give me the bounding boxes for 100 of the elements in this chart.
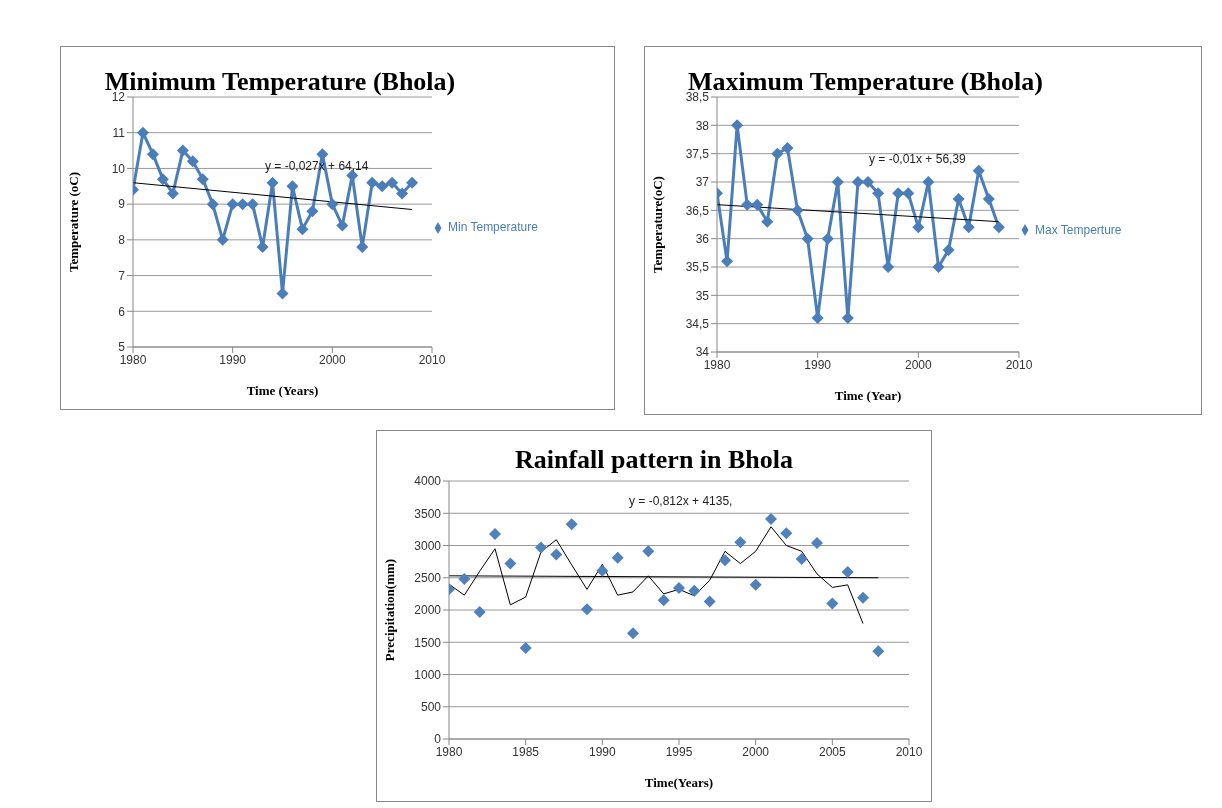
- y-tick-label: 7: [118, 268, 126, 283]
- point: [611, 551, 624, 564]
- point: [627, 627, 639, 640]
- point: [749, 578, 762, 591]
- x-tick-label: 2005: [818, 744, 846, 759]
- y-tick-label: 500: [420, 700, 442, 715]
- x-tick-label: 2000: [904, 357, 932, 372]
- point: [196, 173, 209, 186]
- y-tick-label: 0: [434, 732, 442, 747]
- point: [791, 204, 804, 217]
- x-tick-label: 1990: [804, 357, 832, 372]
- y-tick-label: 34,5: [685, 316, 710, 331]
- y-tick-label: 1500: [414, 635, 442, 650]
- x-tick-label: 2000: [318, 352, 346, 367]
- point: [857, 591, 869, 604]
- point: [703, 595, 716, 608]
- point: [902, 187, 915, 200]
- x-tick-label: 1995: [665, 744, 693, 759]
- point: [642, 545, 655, 558]
- point: [396, 187, 409, 200]
- y-tick-label: 2500: [414, 571, 442, 586]
- x-axis-title: Time (Year): [834, 388, 902, 403]
- point: [473, 605, 486, 618]
- point: [734, 536, 747, 549]
- y-tick-label: 36,5: [685, 203, 710, 218]
- point: [942, 244, 955, 256]
- point: [146, 148, 159, 161]
- point: [458, 573, 471, 586]
- y-tick-label: 10: [111, 161, 126, 176]
- point: [821, 232, 834, 245]
- point: [872, 187, 885, 200]
- point: [504, 557, 517, 570]
- point: [811, 536, 823, 549]
- point: [657, 594, 670, 607]
- point: [156, 173, 169, 186]
- point: [992, 221, 1005, 234]
- x-tick-label: 1990: [219, 352, 247, 367]
- point: [771, 147, 784, 160]
- y-tick-label: 3000: [414, 538, 442, 553]
- point: [406, 176, 419, 189]
- point: [216, 233, 229, 246]
- y-axis-title: Precipitation(mm): [381, 558, 397, 662]
- y-tick-label: 5: [118, 340, 126, 355]
- legend-label: Min Temperature: [448, 220, 538, 234]
- y-axis-title: Temperature (oC): [65, 171, 81, 273]
- point: [366, 176, 379, 189]
- y-tick-label: 2000: [414, 603, 442, 618]
- point: [256, 241, 269, 253]
- point: [136, 126, 149, 139]
- point: [765, 513, 777, 526]
- point: [831, 176, 844, 188]
- point: [166, 187, 179, 200]
- point: [336, 219, 349, 232]
- point: [795, 553, 808, 566]
- y-tick-label: 4000: [414, 474, 442, 489]
- point: [386, 176, 399, 189]
- y-tick-label: 38: [695, 118, 710, 133]
- y-tick-label: 9: [118, 197, 126, 212]
- y-tick-label: 35,5: [685, 260, 710, 275]
- y-tick-label: 34: [695, 345, 710, 360]
- y-tick-label: 1000: [414, 667, 442, 682]
- point: [206, 198, 219, 211]
- point: [226, 198, 239, 211]
- annotation: y = -0,01x + 56,39: [869, 152, 966, 166]
- point: [811, 312, 824, 324]
- point: [922, 176, 935, 188]
- x-tick-label: 2010: [418, 352, 446, 367]
- point: [781, 142, 794, 154]
- point: [780, 527, 793, 540]
- x-tick-label: 2010: [1005, 357, 1033, 372]
- y-tick-label: 36: [695, 231, 710, 246]
- legend-label: Max Temperture: [1035, 222, 1122, 237]
- x-tick-label: 1985: [512, 744, 540, 759]
- point: [841, 312, 854, 324]
- point: [932, 261, 945, 273]
- point: [376, 180, 389, 193]
- y-tick-label: 6: [118, 304, 126, 319]
- chart-title: Rainfall pattern in Bhola: [513, 445, 795, 475]
- y-tick-label: 37,5: [685, 146, 710, 161]
- x-axis-title: Time(Years): [644, 775, 714, 790]
- point: [596, 564, 609, 577]
- y-tick-label: 11: [112, 125, 126, 140]
- point: [519, 642, 532, 655]
- y-tick-label: 35: [695, 288, 710, 303]
- point: [719, 554, 731, 567]
- y-tick-label: 3500: [414, 506, 442, 521]
- x-tick-label: 1980: [435, 744, 463, 759]
- y-axis-title: Temperature(oC): [649, 176, 665, 273]
- point: [761, 215, 774, 228]
- point: [550, 548, 563, 561]
- y-tick-label: 12: [111, 90, 126, 105]
- point: [841, 565, 854, 578]
- y-tick-label: 8: [118, 233, 126, 248]
- x-tick-label: 2010: [895, 744, 923, 759]
- point: [489, 527, 501, 540]
- point: [581, 603, 593, 616]
- point: [982, 193, 995, 205]
- x-tick-label: 2000: [742, 744, 770, 759]
- point: [326, 198, 339, 211]
- point: [306, 205, 319, 218]
